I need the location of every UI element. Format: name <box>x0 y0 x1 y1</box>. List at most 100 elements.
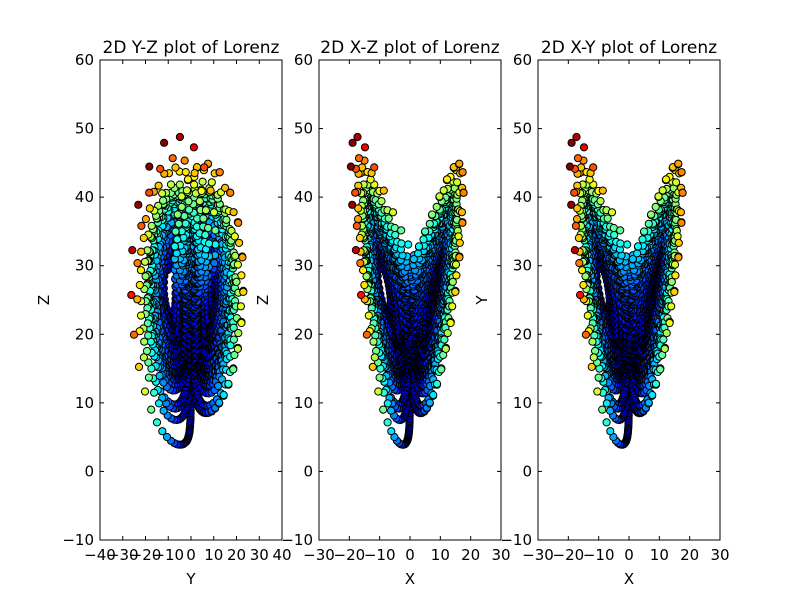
scatter-point <box>209 208 219 217</box>
x-tick-label: 0 <box>186 546 196 564</box>
scatter-point <box>154 181 163 190</box>
x-axis-label-yz: Y <box>185 570 196 588</box>
scatter-point <box>211 226 220 235</box>
scatter-point <box>152 418 162 427</box>
scatter-point <box>229 365 238 374</box>
x-tick-label: −30 <box>107 546 139 564</box>
scatter-point <box>190 169 199 178</box>
scatter-point <box>232 277 241 286</box>
scatter-point <box>195 197 204 206</box>
scatter-point <box>234 218 243 227</box>
scatter-point <box>229 208 238 217</box>
scatter-point <box>133 295 142 304</box>
scatter-point <box>158 189 167 198</box>
scatter-point <box>137 247 146 256</box>
scatter-point <box>145 162 154 171</box>
y-tick-label: 20 <box>75 325 94 343</box>
scatter-point <box>140 387 150 396</box>
scatter-point <box>177 192 186 201</box>
scatter-point <box>140 337 149 346</box>
scatter-point <box>180 212 189 221</box>
scatter-point <box>141 215 150 224</box>
scatter-point <box>144 373 153 382</box>
x-tick-label: −10 <box>152 546 184 564</box>
scatter-point <box>127 290 136 300</box>
scatter-point <box>175 180 184 189</box>
scatter-point <box>201 206 210 215</box>
x-tick-label: 40 <box>272 546 291 564</box>
scatter-point <box>175 132 184 142</box>
scatter-point <box>182 186 191 195</box>
scatter-point <box>177 202 186 211</box>
scatter-point <box>222 215 231 224</box>
scatter-point <box>166 180 176 189</box>
x-tick-label: −40 <box>84 546 116 564</box>
scatter-point <box>190 180 199 189</box>
scatter-point <box>147 405 156 414</box>
scatter-point <box>154 399 164 408</box>
scatter-point <box>238 253 247 262</box>
chart-title-yz: 2D Y-Z plot of Lorenz <box>103 38 280 58</box>
scatter-point <box>234 329 243 338</box>
scatter-point <box>206 186 215 195</box>
scatter-point <box>204 223 213 233</box>
scatter-point <box>173 210 182 219</box>
scatter-point <box>183 175 193 184</box>
scatter-point <box>229 335 238 344</box>
scatter-point <box>215 398 224 407</box>
scatter-point <box>207 178 216 187</box>
scatter-point <box>143 319 152 328</box>
scatter-point <box>215 168 224 177</box>
y-tick-label: 0 <box>84 462 94 480</box>
scatter-point <box>200 163 209 172</box>
scatter-point <box>174 219 183 228</box>
scatter-point <box>147 221 156 230</box>
scatter-point <box>135 280 144 290</box>
scatter-point <box>137 221 146 230</box>
scatter-point <box>134 200 143 209</box>
x-tick-label: 20 <box>227 546 246 564</box>
scatter-point <box>128 246 137 255</box>
x-tick-label: −20 <box>130 546 162 564</box>
scatter-point <box>171 227 180 236</box>
scatter-point <box>231 251 240 260</box>
scatter-point <box>141 272 150 281</box>
scatter-point <box>139 233 148 243</box>
scatter-point <box>168 154 177 163</box>
scatter-point <box>221 183 230 192</box>
scatter-point <box>150 388 159 397</box>
scatter-points-xz <box>346 132 468 449</box>
y-tick-label: 10 <box>75 394 94 412</box>
scatter-point <box>199 214 208 223</box>
scatter-point <box>136 266 146 275</box>
scatter-point <box>145 188 154 197</box>
scatter-point <box>145 204 154 213</box>
scatter-point <box>136 311 146 320</box>
scatter-point <box>237 318 246 328</box>
scatter-point <box>133 259 142 268</box>
y-tick-label: 50 <box>75 120 94 138</box>
scatter-point <box>230 232 239 241</box>
scatter-point <box>180 156 189 165</box>
scatter-point <box>139 353 148 362</box>
scatter-point <box>171 163 180 172</box>
scatter-point <box>158 427 167 436</box>
scatter-point <box>237 271 246 280</box>
x-tick-label: 10 <box>204 546 223 564</box>
scatter-point <box>162 432 172 442</box>
scatter-point <box>185 205 194 214</box>
scatter-point <box>204 239 214 248</box>
scatter-point <box>226 188 235 197</box>
scatter-point <box>159 406 168 415</box>
scatter-point <box>184 197 193 206</box>
scatter-point <box>142 346 152 356</box>
scatter-point <box>129 330 139 339</box>
scatter-point <box>170 242 179 251</box>
scatter-point <box>144 331 153 340</box>
scatter-point <box>134 362 144 371</box>
scatter-point <box>198 177 207 186</box>
scatter-point <box>229 323 238 332</box>
scatter-point <box>233 344 242 353</box>
scatter-point <box>219 390 228 400</box>
